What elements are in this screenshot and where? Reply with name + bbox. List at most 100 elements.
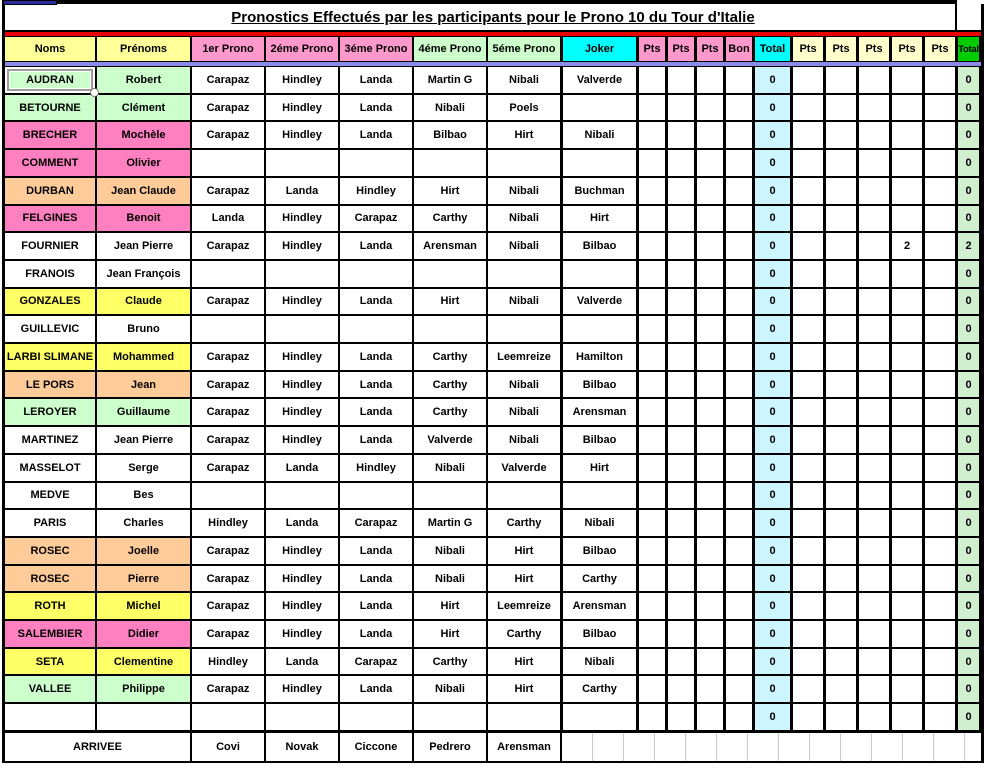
cell-prono-2[interactable]: Hindley: [266, 565, 340, 592]
cell-prono-4[interactable]: Hirt: [414, 288, 488, 315]
cell-pts[interactable]: [924, 454, 957, 481]
cell-prenom[interactable]: Jean François: [97, 260, 192, 287]
cell-nom[interactable]: LEROYER: [5, 399, 97, 426]
cell-total-final[interactable]: 2: [957, 233, 981, 259]
cell-prenom[interactable]: Mochèle: [97, 122, 192, 149]
cell-pts[interactable]: [696, 621, 725, 647]
cell-total-final[interactable]: 0: [957, 67, 981, 93]
cell-prono-3[interactable]: Landa: [340, 593, 414, 620]
cell-pts[interactable]: [891, 704, 924, 730]
cell-nom[interactable]: AUDRAN: [5, 67, 99, 97]
cell-joker[interactable]: Nibali: [562, 648, 638, 675]
cell-bon[interactable]: [725, 399, 754, 426]
cell-pts[interactable]: [924, 482, 957, 509]
cell-total-final[interactable]: 0: [957, 399, 981, 426]
cell-pts[interactable]: [924, 122, 957, 149]
cell-pts[interactable]: [696, 371, 725, 398]
cell-prono-5[interactable]: [488, 482, 562, 509]
cell-prono-1[interactable]: Carapaz: [192, 621, 266, 647]
cell-total-intermediate[interactable]: 0: [754, 621, 792, 647]
cell-prono-5[interactable]: Leemreize: [488, 344, 562, 370]
cell-pts[interactable]: [638, 593, 667, 620]
cell-pts[interactable]: [891, 67, 924, 93]
cell-pts[interactable]: [858, 648, 891, 675]
cell-bon[interactable]: [725, 371, 754, 398]
cell-prono-3[interactable]: [340, 150, 414, 176]
cell-total-intermediate[interactable]: 0: [754, 537, 792, 564]
cell-prenom[interactable]: Serge: [97, 454, 192, 481]
cell-nom[interactable]: SETA: [5, 648, 97, 675]
cell-total-final[interactable]: 0: [957, 260, 981, 287]
cell-pts[interactable]: [638, 233, 667, 259]
cell-joker[interactable]: Bilbao: [562, 371, 638, 398]
cell-pts[interactable]: [696, 177, 725, 204]
cell-total-final[interactable]: 0: [957, 371, 981, 398]
cell-prono-3[interactable]: Landa: [340, 288, 414, 315]
cell-pts[interactable]: [891, 537, 924, 564]
cell-prono-3[interactable]: Landa: [340, 621, 414, 647]
cell-pts[interactable]: [891, 676, 924, 703]
cell-pts[interactable]: [638, 260, 667, 287]
cell-prono-1[interactable]: Carapaz: [192, 454, 266, 481]
cell-total-intermediate[interactable]: 0: [754, 648, 792, 675]
cell-pts[interactable]: [924, 676, 957, 703]
cell-pts[interactable]: [858, 621, 891, 647]
cell-total-intermediate[interactable]: 0: [754, 454, 792, 481]
cell-prono-2[interactable]: Hindley: [266, 288, 340, 315]
cell-pts[interactable]: [667, 510, 696, 536]
cell-bon[interactable]: [725, 177, 754, 204]
cell-pts[interactable]: [696, 454, 725, 481]
cell-pts[interactable]: [667, 205, 696, 232]
cell-bon[interactable]: [725, 704, 754, 730]
cell-prono-2[interactable]: [266, 316, 340, 343]
col-header-prono-3[interactable]: 3éme Prono: [340, 37, 414, 61]
cell-pts[interactable]: [924, 427, 957, 453]
cell-prono-2[interactable]: [266, 260, 340, 287]
cell-prenom[interactable]: Didier: [97, 621, 192, 647]
cell-bon[interactable]: [725, 648, 754, 675]
cell-prono-5[interactable]: Nibali: [488, 233, 562, 259]
arrivee-prono-5[interactable]: Arensman: [488, 733, 562, 761]
cell-prono-4[interactable]: [414, 704, 488, 730]
cell-pts[interactable]: [638, 288, 667, 315]
cell-pts[interactable]: [667, 565, 696, 592]
cell-prono-3[interactable]: Landa: [340, 427, 414, 453]
cell-pts[interactable]: [891, 399, 924, 426]
cell-pts[interactable]: [858, 565, 891, 592]
cell-prono-4[interactable]: Hirt: [414, 621, 488, 647]
cell-joker[interactable]: Buchman: [562, 177, 638, 204]
cell-prono-1[interactable]: Carapaz: [192, 67, 266, 93]
cell-pts[interactable]: [924, 621, 957, 647]
cell-pts[interactable]: [792, 316, 825, 343]
cell-bon[interactable]: [725, 427, 754, 453]
cell-pts[interactable]: [924, 537, 957, 564]
cell-pts[interactable]: [825, 482, 858, 509]
cell-prono-5[interactable]: Hirt: [488, 122, 562, 149]
cell-nom[interactable]: LE PORS: [5, 371, 97, 398]
cell-joker[interactable]: [562, 316, 638, 343]
cell-prono-1[interactable]: Carapaz: [192, 371, 266, 398]
cell-prono-5[interactable]: [488, 316, 562, 343]
cell-pts[interactable]: [696, 205, 725, 232]
cell-total-final[interactable]: 0: [957, 288, 981, 315]
cell-prenom[interactable]: Clément: [97, 94, 192, 121]
cell-pts[interactable]: [825, 399, 858, 426]
cell-nom[interactable]: VALLEE: [5, 676, 97, 703]
cell-pts[interactable]: [696, 482, 725, 509]
cell-prono-3[interactable]: [340, 704, 414, 730]
cell-total-intermediate[interactable]: 0: [754, 260, 792, 287]
cell-prono-4[interactable]: [414, 260, 488, 287]
cell-prono-3[interactable]: Hindley: [340, 177, 414, 204]
cell-prono-3[interactable]: Landa: [340, 67, 414, 93]
cell-pts[interactable]: [891, 94, 924, 121]
cell-pts[interactable]: [924, 288, 957, 315]
cell-prono-1[interactable]: Carapaz: [192, 344, 266, 370]
cell-prono-2[interactable]: Hindley: [266, 593, 340, 620]
cell-pts[interactable]: [858, 316, 891, 343]
cell-total-intermediate[interactable]: 0: [754, 288, 792, 315]
cell-total-intermediate[interactable]: 0: [754, 233, 792, 259]
cell-prono-1[interactable]: [192, 150, 266, 176]
cell-pts[interactable]: [696, 399, 725, 426]
cell-pts[interactable]: [825, 510, 858, 536]
cell-pts[interactable]: [638, 621, 667, 647]
